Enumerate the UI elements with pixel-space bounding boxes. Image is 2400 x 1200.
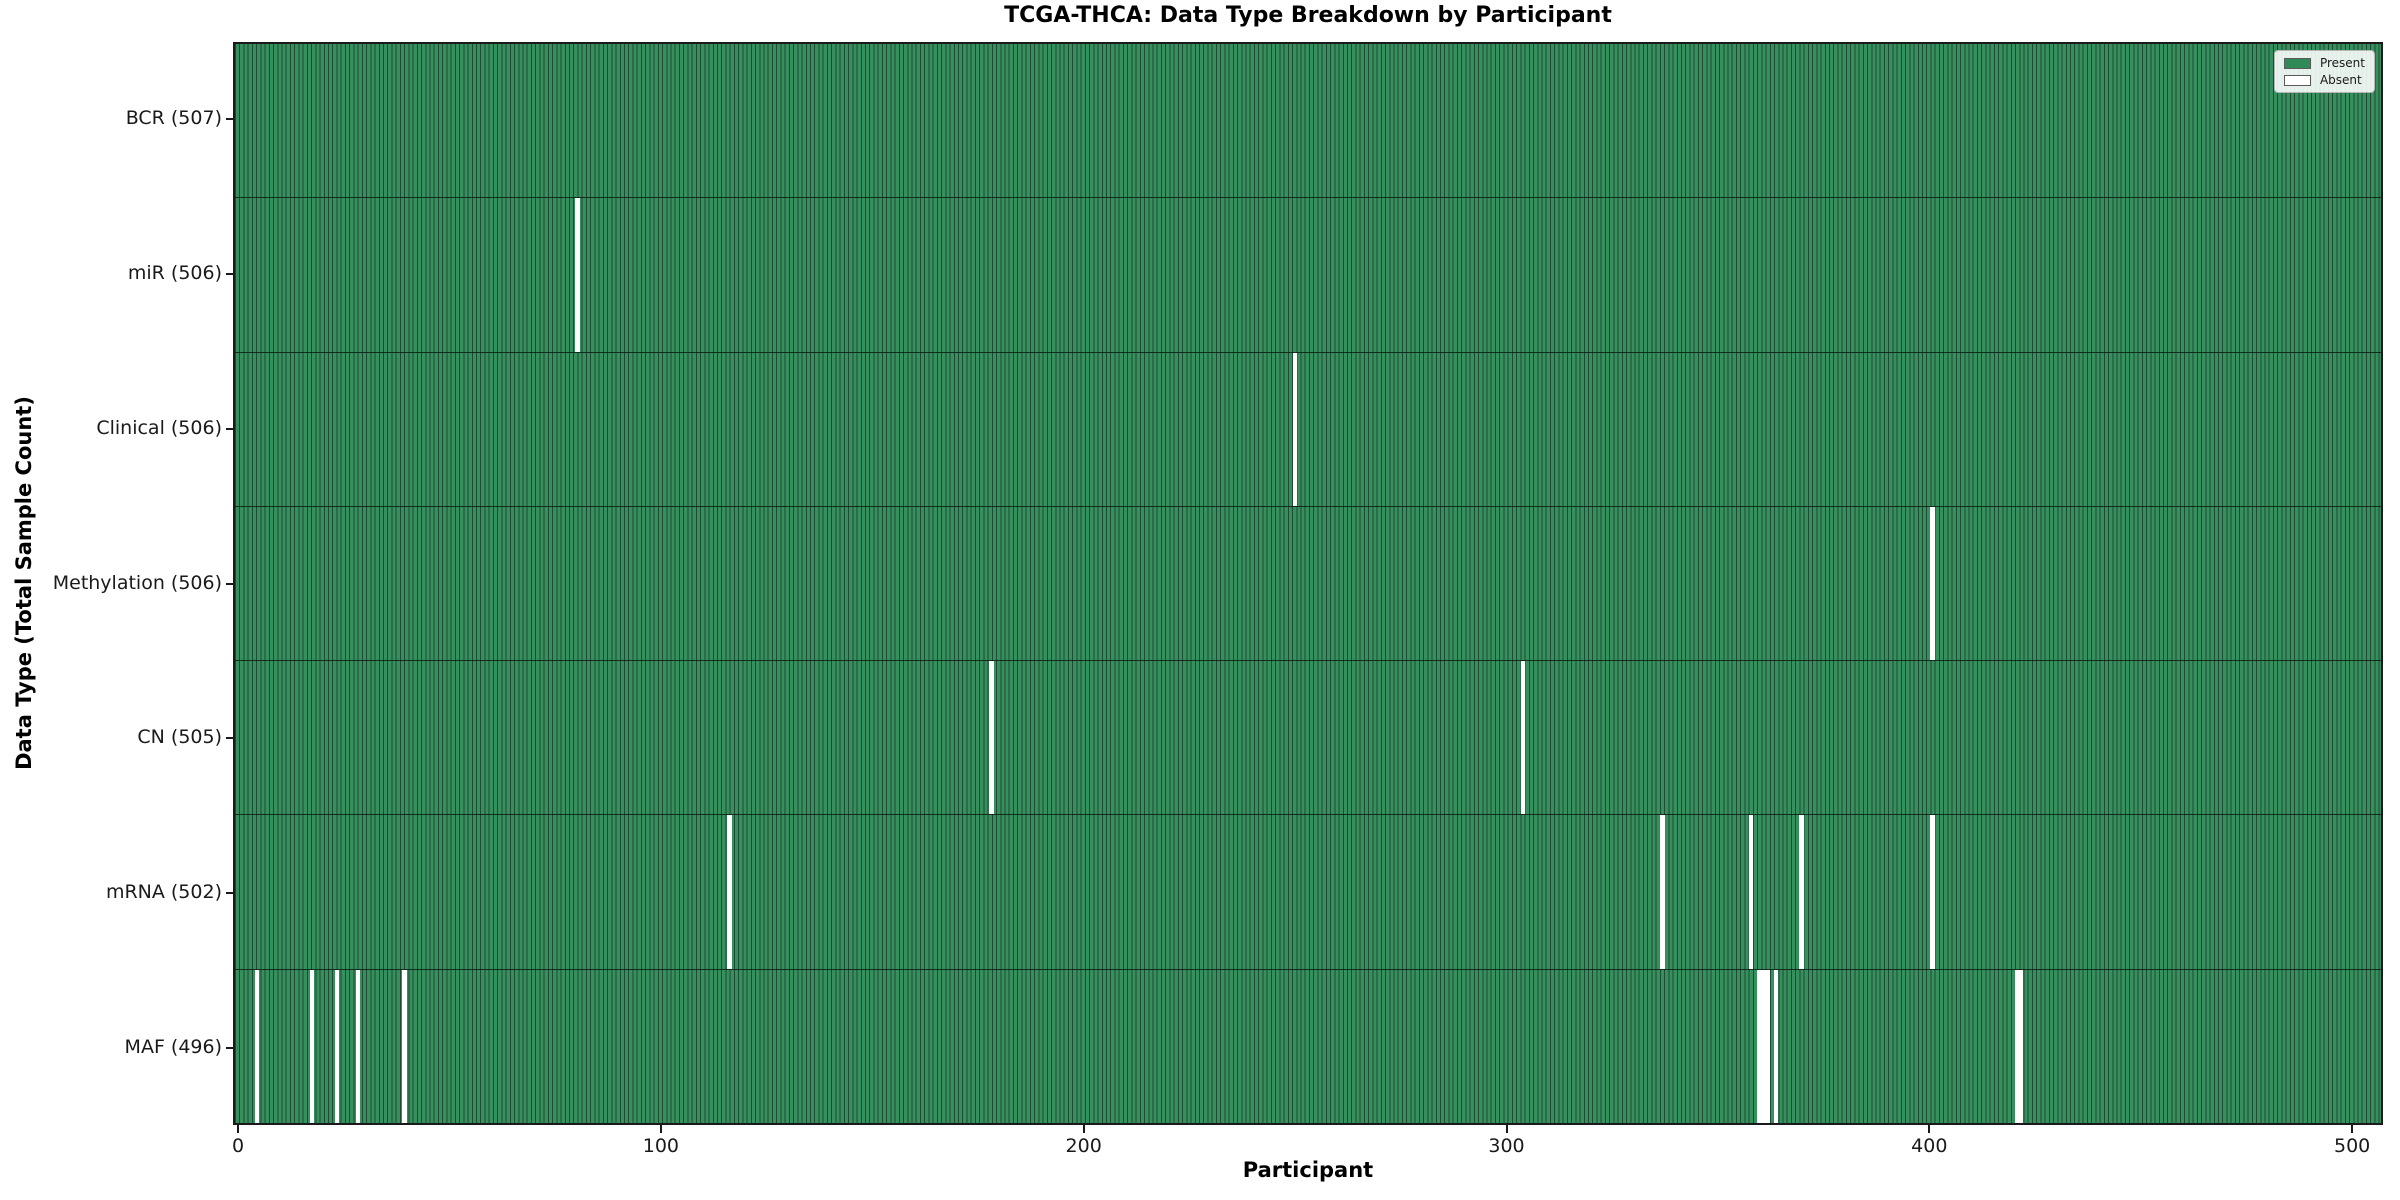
absent-gap [1761, 969, 1766, 1123]
y-tick-mark [226, 427, 233, 430]
y-tick-mark [226, 118, 233, 121]
absent-gap [1748, 815, 1754, 969]
y-tick-mark [226, 582, 233, 585]
chart-title: TCGA-THCA: Data Type Breakdown by Partic… [1004, 3, 1612, 28]
absent-gap [575, 198, 580, 352]
y-tick-label-bcr: BCR (507) [125, 107, 222, 130]
absent-gap [1660, 815, 1665, 969]
legend-entry-present: Present [2283, 56, 2365, 70]
y-tick-mark [226, 737, 233, 740]
x-tick-mark [1505, 1125, 1508, 1133]
absent-gap [1757, 969, 1762, 1123]
data-row-cn [235, 660, 2381, 815]
x-tick-label-0: 0 [232, 1135, 245, 1157]
x-tick-mark [1082, 1125, 1085, 1133]
absent-swatch-icon [2283, 74, 2311, 86]
absent-gap [1930, 506, 1935, 661]
data-row-mrna [235, 814, 2381, 969]
y-tick-label-maf: MAF (496) [124, 1035, 222, 1058]
x-tick-label-100: 100 [642, 1135, 680, 1157]
x-tick-label-400: 400 [1911, 1135, 1948, 1157]
y-tick-label-clinical: Clinical (506) [96, 416, 222, 439]
legend: Present Absent [2273, 50, 2375, 93]
x-tick-mark [659, 1125, 662, 1133]
x-tick-label-200: 200 [1065, 1135, 1102, 1157]
x-tick-mark [1928, 1125, 1931, 1133]
absent-gap [1799, 815, 1804, 969]
absent-gap [355, 969, 361, 1123]
legend-label-present: Present [2319, 56, 2365, 70]
absent-gap [254, 969, 260, 1123]
data-row-maf [235, 968, 2381, 1123]
y-tick-label-cn: CN (505) [137, 726, 222, 749]
data-row-mir [235, 197, 2381, 352]
present-swatch-icon [2283, 57, 2311, 69]
absent-gap [2014, 969, 2020, 1123]
y-tick-mark [226, 273, 233, 276]
legend-label-absent: Absent [2319, 73, 2362, 87]
legend-entry-absent: Absent [2283, 73, 2365, 87]
data-row-clinical [235, 351, 2381, 506]
absent-gap [1765, 969, 1771, 1123]
absent-gap [727, 815, 732, 969]
absent-gap [989, 661, 994, 815]
absent-gap [1292, 352, 1298, 506]
x-tick-label-500: 500 [2333, 1135, 2371, 1157]
x-tick-mark [2351, 1125, 2354, 1133]
absent-gap [309, 969, 315, 1123]
absent-gap [334, 969, 340, 1123]
x-axis-label: Participant [1242, 1158, 1374, 1182]
absent-gap [2018, 969, 2024, 1123]
absent-gap [1774, 969, 1779, 1123]
plot-area: Present Absent [233, 42, 2383, 1125]
absent-gap [1930, 815, 1935, 969]
absent-gap [1520, 661, 1526, 815]
y-tick-label-mir: miR (506) [127, 262, 222, 285]
data-row-methylation [235, 505, 2381, 661]
x-tick-label-300: 300 [1488, 1135, 1525, 1157]
y-tick-label-methylation: Methylation (506) [52, 571, 222, 594]
y-tick-label-mrna: mRNA (502) [105, 880, 222, 903]
y-tick-mark [226, 891, 233, 894]
y-tick-mark [226, 1046, 233, 1049]
data-row-bcr [235, 44, 2381, 198]
x-tick-mark [237, 1125, 240, 1133]
absent-gap [402, 969, 407, 1123]
